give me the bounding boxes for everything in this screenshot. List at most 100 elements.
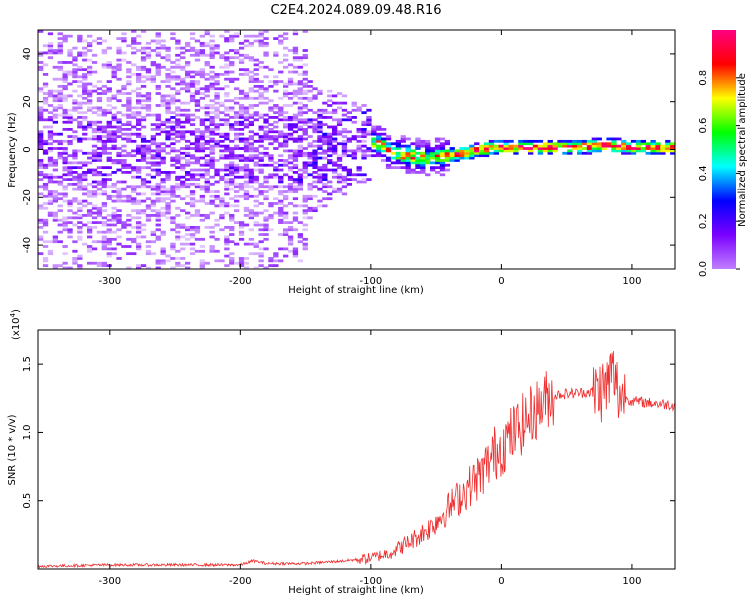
spectrogram-cell — [209, 235, 215, 239]
spectrogram-cell — [194, 168, 201, 172]
spectrogram-cell — [292, 92, 299, 95]
spectrogram-cell — [165, 187, 171, 191]
spectrogram-cell — [591, 142, 597, 146]
spectrogram-cell — [376, 135, 382, 138]
spectrogram-cell — [434, 151, 441, 155]
spectrogram-cell — [165, 254, 171, 258]
spectrogram-cell — [400, 154, 406, 158]
spectrogram-cell — [67, 168, 73, 172]
spectrogram-cell — [62, 39, 68, 43]
spectrogram-cell — [57, 240, 63, 244]
spectrogram-cell — [297, 235, 303, 239]
spectrogram-cell — [67, 139, 73, 143]
spectrogram-cell — [209, 194, 215, 198]
spectrogram-cell — [224, 211, 230, 215]
spectrogram-cell — [67, 235, 73, 239]
spectrogram-cell — [361, 154, 367, 158]
spectrogram-cell — [77, 221, 83, 224]
spectrogram-cell — [214, 171, 220, 174]
spectrogram-cell — [336, 180, 343, 184]
spectrogram-cell — [297, 182, 303, 186]
spectrogram-cell — [204, 216, 210, 220]
spectrogram-cell — [214, 46, 220, 50]
spectrogram-cell — [77, 264, 83, 268]
spectrogram-cell — [346, 182, 352, 186]
spectrogram-cell — [361, 135, 367, 138]
spectrogram-cell — [170, 116, 176, 119]
spectrogram-cell — [283, 214, 289, 217]
spectrogram-cell — [52, 161, 58, 165]
spectrogram-cell — [116, 199, 122, 203]
spectrogram-cell — [224, 242, 230, 246]
spectrogram-cell — [116, 151, 122, 155]
spectrogram-cell — [292, 125, 299, 129]
spectrogram-cell — [410, 151, 416, 155]
spectrogram-cell — [96, 127, 103, 131]
spectrogram-cell — [77, 202, 83, 205]
spectrogram-cell — [38, 221, 44, 224]
spectrogram-cell — [234, 51, 240, 55]
spectrogram-cell — [248, 116, 254, 119]
spectrogram-cell — [405, 161, 411, 165]
spectrogram-cell — [287, 178, 294, 181]
spectrogram-cell — [82, 178, 88, 181]
spectrogram-cell — [96, 206, 103, 210]
spectrogram-cell — [62, 147, 68, 150]
spectrogram-cell — [224, 99, 230, 103]
spectrogram-cell — [591, 139, 597, 143]
spectrogram-cell — [297, 89, 303, 93]
spectrogram-cell — [224, 70, 230, 74]
spectrogram-cell — [410, 159, 416, 162]
spectrogram-cell — [180, 247, 186, 251]
spectrogram-cell — [57, 99, 63, 103]
spectrogram-cell — [332, 151, 338, 155]
spectrogram-cell — [145, 245, 152, 248]
spectrogram-cell — [415, 137, 421, 141]
spectrogram-cell — [366, 178, 372, 181]
spectrogram-cell — [616, 147, 622, 150]
spectrogram-cell — [229, 116, 235, 119]
spectrogram-cell — [243, 53, 250, 57]
spectrogram-cell — [209, 144, 215, 148]
spectrogram-cell — [67, 61, 73, 64]
spectrogram-cell — [234, 127, 240, 131]
spectrogram-cell — [77, 173, 83, 177]
spectrogram-cell — [283, 118, 289, 122]
spectrogram-cell — [72, 46, 78, 50]
spectrogram-cell — [381, 159, 387, 162]
spectrogram-cell — [91, 240, 98, 244]
spectrogram-cell — [258, 139, 264, 143]
spectrogram-cell — [106, 214, 112, 217]
spectrogram-cell — [581, 151, 588, 155]
spectrogram-cell — [155, 87, 161, 91]
spectrogram-cell — [297, 73, 303, 76]
spectrogram-cell — [214, 51, 220, 55]
spectrogram-cell — [287, 185, 294, 189]
spectrogram-cell — [199, 75, 205, 79]
spectrogram-cell — [87, 168, 93, 172]
spectrogram-cell — [106, 80, 112, 83]
spectrogram-cell — [307, 194, 313, 198]
spectrogram-cell — [82, 204, 88, 208]
spectrogram-cell — [77, 230, 83, 234]
spectrogram-cell — [175, 135, 181, 138]
spectrogram-cell — [238, 104, 245, 107]
spectrogram-cell — [52, 197, 58, 201]
spectrogram-cell — [439, 147, 446, 150]
spectrogram-cell — [292, 130, 299, 134]
spectrogram-cell — [140, 159, 147, 162]
spectrogram-cell — [327, 149, 333, 153]
spectrogram-cell — [518, 142, 524, 146]
spectrogram-cell — [199, 92, 205, 95]
spectrogram-cell — [469, 147, 475, 150]
spectrogram-cell — [283, 228, 289, 232]
spectrogram-cell — [307, 108, 313, 112]
spectrogram-cell — [204, 163, 210, 167]
spectrogram-cell — [189, 168, 196, 172]
spectrogram-cell — [199, 132, 205, 136]
spectrogram-cell — [297, 149, 303, 153]
spectrogram-cell — [302, 151, 308, 155]
spectrogram-cell — [116, 89, 122, 93]
spectrogram-cell — [518, 147, 524, 150]
spectrogram-cell — [214, 108, 220, 112]
